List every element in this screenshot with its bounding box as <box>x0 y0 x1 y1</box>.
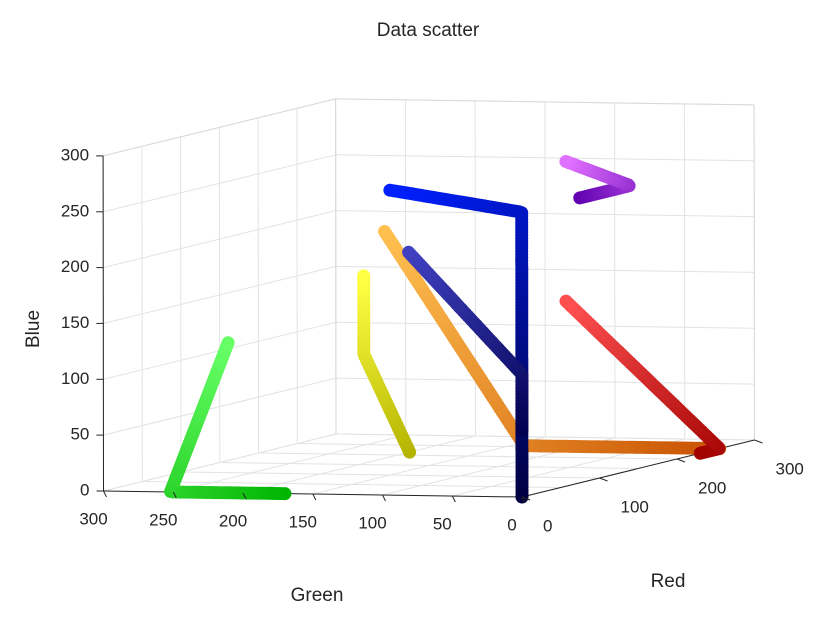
red-tick-label: 0 <box>543 516 552 535</box>
data-point-series-5 <box>402 246 415 259</box>
data-point-series-6 <box>559 155 572 168</box>
red-tick-label: 300 <box>776 459 804 478</box>
green-tick-label: 0 <box>507 515 516 534</box>
red-tick-mark <box>677 459 685 462</box>
chart-title: Data scatter <box>377 20 480 41</box>
blue-tick-label: 200 <box>61 257 89 276</box>
data-point-series-2 <box>378 225 391 238</box>
green-tick-mark <box>383 495 386 501</box>
blue-tick-label: 100 <box>61 369 89 388</box>
red-tick-label: 100 <box>621 497 649 516</box>
blue-tick-label: 0 <box>80 480 89 499</box>
data-point-series-3 <box>560 295 573 308</box>
green-tick-mark <box>452 496 455 502</box>
green-tick-label: 100 <box>358 513 386 532</box>
data-points <box>164 155 726 504</box>
blue-tick-label: 50 <box>70 425 89 444</box>
green-tick-label: 200 <box>219 511 247 530</box>
data-point-series-0 <box>222 336 235 349</box>
blue-tick-label: 300 <box>61 145 89 164</box>
y-axis-label: Green <box>291 585 344 606</box>
green-tick-mark <box>104 491 107 497</box>
red-tick-mark <box>755 440 763 443</box>
green-tick-label: 150 <box>289 512 317 531</box>
blue-tick-label: 250 <box>61 201 89 220</box>
green-tick-mark <box>313 494 316 500</box>
z-axis-label: Blue <box>23 310 44 348</box>
green-tick-label: 300 <box>79 509 107 528</box>
blue-tick-label: 150 <box>61 313 89 332</box>
red-tick-mark <box>600 478 608 481</box>
green-tick-label: 50 <box>433 514 452 533</box>
green-tick-label: 250 <box>149 510 177 529</box>
red-tick-label: 200 <box>698 478 726 497</box>
data-point-series-1 <box>357 269 370 282</box>
data-point-series-4 <box>383 184 396 197</box>
x-axis-label: Red <box>651 571 686 592</box>
